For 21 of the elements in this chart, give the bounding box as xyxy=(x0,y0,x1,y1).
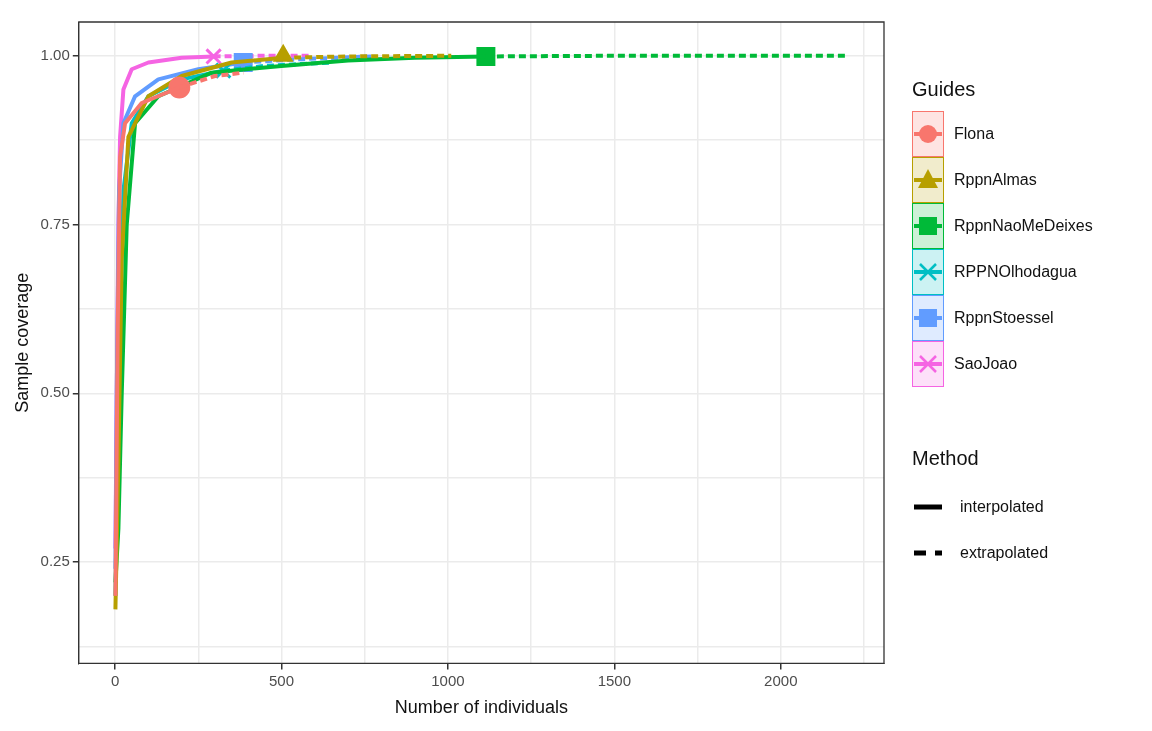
x-tick-label: 1000 xyxy=(431,671,465,689)
text: interpolated xyxy=(960,498,1044,516)
y-tick-label: 1.00 xyxy=(40,45,70,63)
y-tick-label: 0.50 xyxy=(40,383,70,401)
x-tick-label: 0 xyxy=(110,671,120,689)
text: extrapolated xyxy=(960,544,1049,562)
x-tick-label: 500 xyxy=(268,671,295,689)
text: Method xyxy=(912,447,980,470)
legend-label: RppnStoessel xyxy=(954,309,1054,327)
legend-label: SaoJoao xyxy=(954,355,1018,373)
x-axis-title: Number of individuals xyxy=(394,697,568,718)
legend-label: Flona xyxy=(954,125,995,143)
y-tick-label: 0.75 xyxy=(40,214,70,232)
x-tick-label: 2000 xyxy=(764,671,798,689)
legend-label: RppnAlmas xyxy=(954,171,1037,189)
y-axis-title: Sample coverage xyxy=(11,272,32,413)
legend-label: RPPNOlhodagua xyxy=(954,263,1077,281)
x-tick-label: 1500 xyxy=(597,671,632,689)
legend-title: Guides xyxy=(912,78,977,101)
y-tick-label: 0.25 xyxy=(40,552,70,570)
legend-label: RppnNaoMeDeixes xyxy=(954,217,1093,235)
